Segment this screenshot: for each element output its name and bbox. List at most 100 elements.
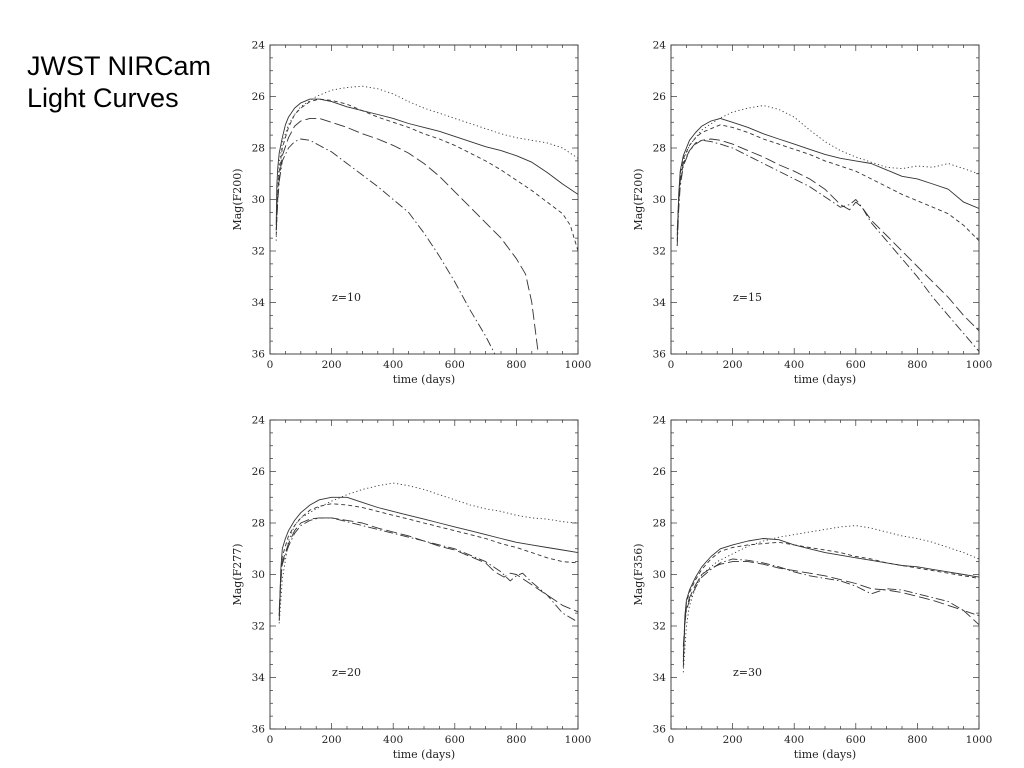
- series-line-solid: [275, 98, 578, 226]
- x-axis-label: time (days): [393, 373, 455, 386]
- series-line-dashed: [275, 98, 578, 252]
- y-axis-label: Mag(F356): [632, 543, 645, 605]
- x-tick-label: 1000: [966, 734, 993, 746]
- x-tick-label: 0: [668, 359, 675, 371]
- x-tick-label: 800: [907, 359, 927, 371]
- x-tick-label: 0: [668, 734, 675, 746]
- redshift-label: z=10: [332, 291, 361, 304]
- y-tick-label: 28: [252, 143, 265, 155]
- plot-frame: [269, 44, 579, 355]
- series-group: [676, 105, 979, 352]
- slide-title-line-2: Light Curves: [27, 83, 179, 113]
- x-tick-label: 400: [383, 734, 403, 746]
- redshift-label: z=15: [733, 291, 762, 304]
- x-tick-label: 600: [445, 734, 465, 746]
- x-axis-label: time (days): [393, 748, 455, 761]
- y-tick-label: 24: [252, 40, 266, 52]
- series-line-solid: [676, 117, 979, 241]
- series-line-dotdash: [275, 138, 496, 354]
- x-tick-label: 1000: [966, 359, 993, 371]
- series-group: [682, 525, 979, 673]
- x-tick-label: 400: [784, 734, 804, 746]
- series-line-dashed: [682, 541, 979, 663]
- y-tick-label: 28: [653, 518, 666, 530]
- x-tick-label: 200: [322, 359, 342, 371]
- y-tick-label: 32: [252, 621, 265, 633]
- y-tick-label: 30: [653, 569, 666, 581]
- redshift-label: z=30: [733, 666, 762, 679]
- x-tick-label: 1000: [565, 359, 592, 371]
- series-line-dotted: [682, 525, 979, 673]
- x-tick-label: 400: [383, 359, 403, 371]
- y-tick-label: 36: [653, 349, 667, 361]
- series-group: [275, 85, 578, 354]
- plot-frame: [269, 419, 579, 730]
- y-tick-label: 26: [252, 91, 266, 103]
- series-line-dashed: [278, 503, 578, 616]
- x-tick-label: 600: [846, 359, 866, 371]
- y-tick-label: 30: [252, 194, 265, 206]
- series-line-dashed: [676, 124, 979, 242]
- series-group: [278, 482, 578, 624]
- x-axis-label: time (days): [794, 748, 856, 761]
- y-tick-label: 32: [252, 246, 265, 258]
- x-tick-label: 400: [784, 359, 804, 371]
- series-line-dotdash: [682, 558, 979, 657]
- series-line-longdash: [682, 561, 979, 647]
- x-tick-label: 600: [445, 359, 465, 371]
- x-tick-label: 800: [506, 359, 526, 371]
- y-tick-label: 36: [252, 349, 266, 361]
- y-axis-label: Mag(F277): [231, 543, 244, 605]
- y-tick-label: 32: [653, 246, 666, 258]
- x-tick-label: 1000: [565, 734, 592, 746]
- series-line-solid: [278, 496, 578, 621]
- plot-frame: [670, 419, 980, 730]
- y-tick-label: 26: [653, 466, 667, 478]
- chart-panel: 0 200 400 600 800 1000 24 26 28 30 32 34 36 time (day…: [231, 415, 591, 762]
- x-tick-label: 0: [267, 359, 274, 371]
- y-tick-label: 30: [252, 569, 265, 581]
- y-tick-label: 24: [653, 415, 667, 427]
- x-tick-label: 200: [723, 734, 743, 746]
- series-line-dotdash: [278, 517, 578, 623]
- y-tick-label: 28: [653, 143, 666, 155]
- x-tick-label: 0: [267, 734, 274, 746]
- redshift-label: z=20: [332, 666, 361, 679]
- y-tick-label: 26: [252, 466, 266, 478]
- slide-title-line-1: JWST NIRCam: [27, 51, 212, 81]
- chart-panel: 0 200 400 600 800 1000 24 26 28 30 32 34 36 time (day…: [231, 40, 591, 387]
- x-tick-label: 200: [322, 734, 342, 746]
- x-tick-label: 800: [907, 734, 927, 746]
- series-line-dotted: [275, 85, 578, 241]
- y-tick-label: 36: [653, 724, 667, 736]
- series-line-longdash: [676, 138, 979, 332]
- slide-title: JWST NIRCam Light Curves: [27, 50, 211, 114]
- y-tick-label: 32: [653, 621, 666, 633]
- x-tick-label: 800: [506, 734, 526, 746]
- y-tick-label: 24: [252, 415, 266, 427]
- series-line-longdash: [278, 517, 578, 613]
- x-axis-label: time (days): [794, 373, 856, 386]
- y-tick-label: 28: [252, 518, 265, 530]
- chart-panel: 0 200 400 600 800 1000 24 26 28 30 32 34 36 time (day…: [632, 40, 992, 387]
- x-tick-label: 600: [846, 734, 866, 746]
- y-tick-label: 26: [653, 91, 667, 103]
- chart-panel: 0 200 400 600 800 1000 24 26 28 30 32 34 36 time (day…: [632, 415, 992, 762]
- y-tick-label: 34: [653, 672, 667, 684]
- y-axis-label: Mag(F200): [632, 168, 645, 230]
- x-tick-label: 200: [723, 359, 743, 371]
- plot-frame: [670, 44, 980, 355]
- y-tick-label: 24: [653, 40, 667, 52]
- series-line-dotted: [676, 105, 979, 246]
- series-line-dotdash: [676, 139, 979, 352]
- y-tick-label: 30: [653, 194, 666, 206]
- y-tick-label: 34: [653, 297, 667, 309]
- series-line-longdash: [275, 117, 539, 352]
- y-tick-label: 34: [252, 297, 266, 309]
- series-line-dotted: [278, 482, 578, 624]
- y-tick-label: 34: [252, 672, 266, 684]
- series-line-solid: [682, 538, 979, 668]
- y-tick-label: 36: [252, 724, 266, 736]
- y-axis-label: Mag(F200): [231, 168, 244, 230]
